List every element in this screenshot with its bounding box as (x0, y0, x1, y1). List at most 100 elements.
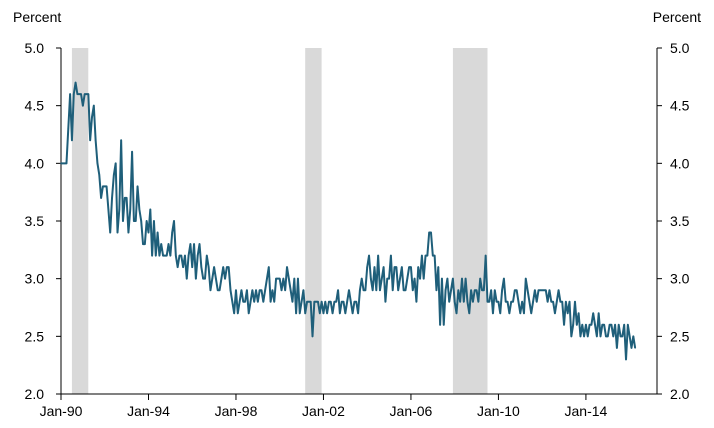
data-point (329, 300, 332, 303)
data-point (565, 300, 567, 303)
data-point (402, 289, 405, 292)
data-point (91, 116, 93, 118)
data-point (384, 300, 387, 303)
data-point (85, 93, 88, 95)
data-point (435, 289, 438, 292)
data-point (118, 208, 121, 211)
x-tick-label-jan-94: Jan-94 (127, 403, 170, 419)
data-point (554, 312, 556, 315)
data-point (315, 300, 317, 303)
data-point (249, 300, 252, 303)
x-tick-label-jan-14: Jan-14 (565, 403, 608, 419)
data-point (253, 300, 255, 303)
data-point (457, 289, 460, 292)
data-point (98, 174, 101, 176)
data-point (468, 312, 471, 315)
data-point (366, 266, 369, 268)
data-point (65, 162, 68, 165)
data-point (428, 231, 430, 234)
data-point (521, 300, 523, 303)
data-point (173, 220, 175, 222)
x-tick-label-jan-10: Jan-10 (477, 403, 520, 419)
data-point (164, 254, 166, 257)
data-point (189, 243, 192, 245)
data-point (291, 300, 294, 303)
data-point (512, 300, 514, 303)
data-point (375, 289, 378, 292)
data-point (585, 324, 587, 326)
data-point (337, 289, 339, 292)
data-point (432, 254, 434, 257)
data-point (621, 335, 624, 338)
data-point (216, 289, 219, 292)
data-point (200, 266, 203, 268)
data-point (218, 289, 221, 292)
data-point (158, 254, 161, 257)
data-point (421, 254, 423, 257)
data-point (60, 162, 62, 165)
data-point (171, 231, 173, 234)
data-point (251, 289, 254, 292)
data-point (94, 139, 97, 142)
data-point (87, 93, 90, 95)
data-point (350, 300, 352, 303)
data-point (448, 300, 451, 303)
data-point (313, 300, 316, 303)
data-point (368, 254, 370, 257)
data-point (339, 312, 341, 315)
data-point (83, 93, 86, 95)
data-point (481, 289, 483, 292)
data-point (134, 220, 137, 222)
data-point (606, 335, 609, 338)
data-point (262, 300, 265, 303)
data-point (149, 208, 152, 211)
data-point (266, 277, 268, 280)
data-point (348, 289, 350, 292)
data-point (258, 289, 261, 292)
y-tick-label-left-2-5: 2.5 (25, 328, 45, 344)
data-point (257, 300, 259, 303)
data-point (195, 277, 197, 280)
data-point (89, 139, 91, 142)
data-point (577, 312, 580, 315)
data-point (125, 197, 128, 199)
y-tick-label-right-2-5: 2.5 (670, 328, 690, 344)
data-point (545, 289, 547, 292)
data-point (413, 277, 416, 280)
data-point (100, 197, 102, 199)
data-point (297, 277, 299, 280)
data-point (371, 289, 374, 292)
data-point (455, 312, 458, 315)
data-point (273, 300, 276, 303)
data-point (501, 289, 503, 292)
data-point (154, 254, 157, 257)
data-point (466, 300, 469, 303)
data-point (391, 289, 394, 292)
data-point (309, 300, 312, 303)
data-point (470, 289, 472, 292)
data-point (415, 300, 418, 303)
data-point (116, 231, 119, 234)
data-point (424, 254, 427, 257)
data-point (182, 266, 184, 268)
y-tick-label-right-4-0: 4.0 (670, 155, 690, 171)
data-point (634, 347, 636, 349)
data-point (142, 243, 144, 245)
data-point (80, 93, 82, 95)
data-point (508, 312, 511, 315)
data-point (410, 266, 412, 268)
data-point (406, 277, 409, 280)
data-point (286, 266, 288, 268)
data-point (220, 277, 223, 280)
data-point (390, 254, 392, 257)
data-point (452, 277, 454, 280)
data-point (514, 289, 516, 292)
data-point (333, 300, 336, 303)
data-point (605, 335, 607, 338)
data-point (120, 139, 122, 142)
y-tick-label-right-3-5: 3.5 (670, 213, 690, 229)
data-point (534, 289, 536, 292)
data-point (555, 300, 558, 303)
data-point (222, 266, 225, 268)
data-point (586, 335, 589, 338)
